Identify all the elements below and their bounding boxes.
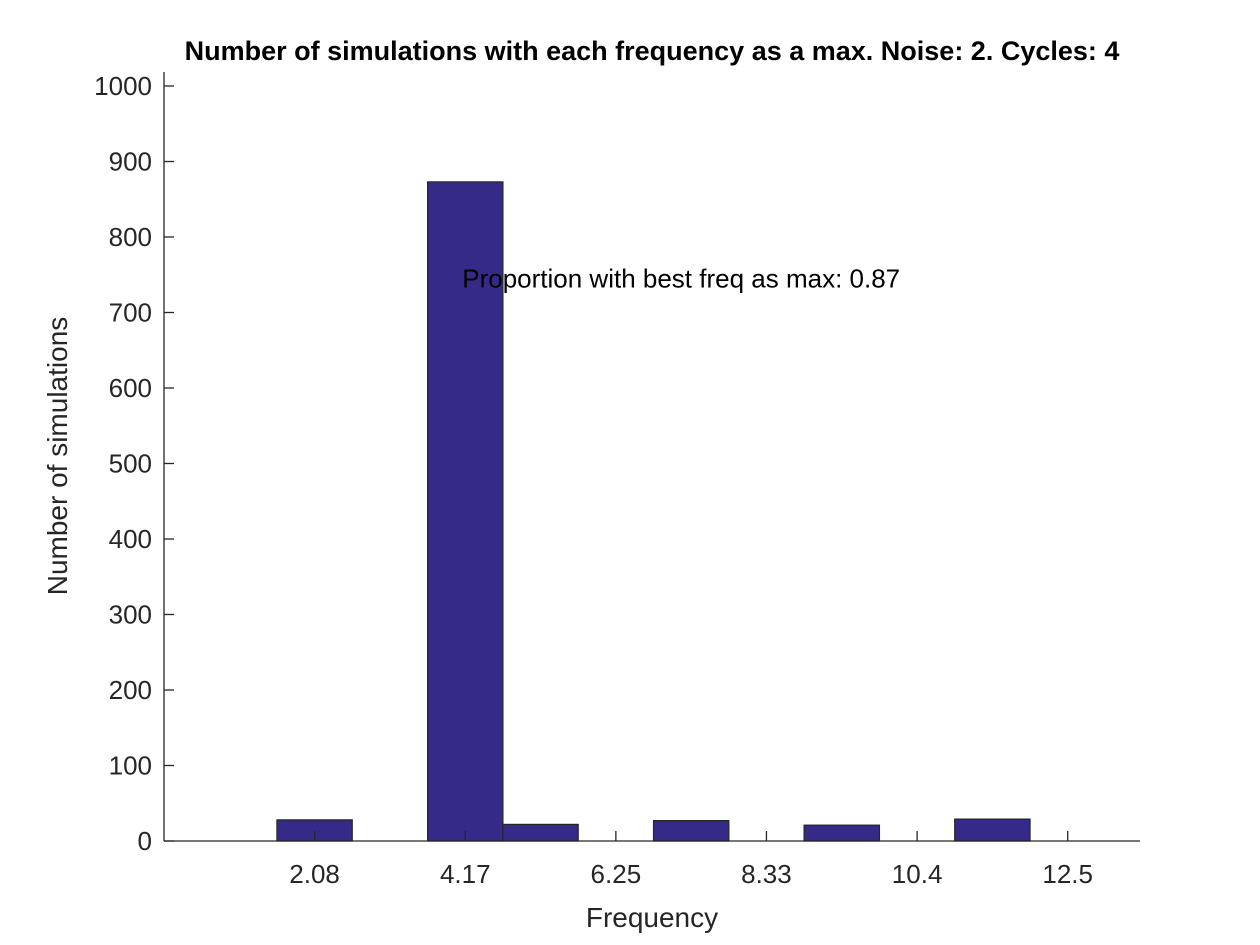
x-tick-label: 8.33 <box>741 859 792 889</box>
y-tick-label: 900 <box>109 147 152 177</box>
x-axis-label: Frequency <box>586 902 718 933</box>
y-tick-label: 500 <box>109 449 152 479</box>
bar-2 <box>502 823 579 842</box>
axes-layer <box>163 72 1140 842</box>
y-tick-label: 400 <box>109 524 152 554</box>
bars-layer <box>276 181 1031 842</box>
x-tick-label: 6.25 <box>591 859 642 889</box>
y-tick-label: 800 <box>109 222 152 252</box>
y-axis-label: Number of simulations <box>42 317 73 596</box>
y-tick-label: 0 <box>138 826 152 856</box>
x-ticks: 2.08 4.17 6.25 8.33 10.4 12.5 <box>289 831 1093 889</box>
x-tick-label: 2.08 <box>289 859 340 889</box>
x-tick-label: 12.5 <box>1042 859 1093 889</box>
y-tick-label: 100 <box>109 751 152 781</box>
bar-4 <box>803 824 881 842</box>
chart-annotation: Proportion with best freq as max: 0.87 <box>462 264 900 294</box>
x-tick-label: 10.4 <box>892 859 943 889</box>
y-tick-label: 1000 <box>94 71 152 101</box>
bar-5 <box>954 818 1031 842</box>
bar-3 <box>652 820 730 842</box>
chart-title: Number of simulations with each frequenc… <box>185 36 1120 66</box>
bar-1 <box>426 181 504 842</box>
y-tick-label: 200 <box>109 675 152 705</box>
y-ticks: 0 100 200 300 400 500 600 700 800 900 1000 <box>94 71 174 856</box>
y-tick-label: 600 <box>109 373 152 403</box>
x-tick-label: 4.17 <box>440 859 491 889</box>
y-tick-label: 700 <box>109 298 152 328</box>
y-tick-label: 300 <box>109 600 152 630</box>
